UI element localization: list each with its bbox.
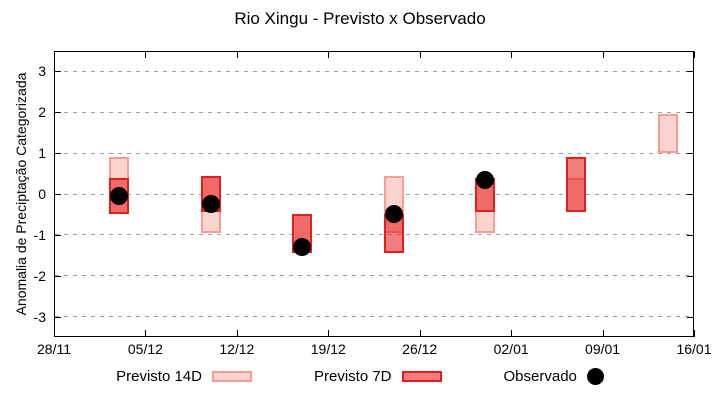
gridline [55, 234, 693, 236]
x-axis-tick [419, 330, 421, 337]
gridline [55, 316, 693, 318]
legend-item-previsto-14d: Previsto 14D [116, 368, 252, 385]
x-tick-label: 19/12 [310, 341, 346, 357]
y-tick-label: -3 [33, 308, 46, 325]
y-axis-tick [687, 194, 694, 195]
observed-dot [293, 238, 312, 257]
y-axis-tick [687, 71, 694, 73]
y-tick-label: 0 [38, 186, 46, 202]
y-axis-tick [54, 194, 61, 195]
x-axis-tick [602, 51, 604, 58]
observed-dot [110, 187, 129, 206]
y-axis-tick [54, 234, 61, 236]
x-axis-tick [54, 51, 55, 58]
x-axis-tick [602, 330, 604, 337]
y-axis-tick [54, 275, 61, 277]
chart-title: Rio Xingu - Previsto x Observado [234, 9, 486, 28]
forecast-7d-bar [566, 157, 587, 213]
observed-dot [476, 170, 495, 189]
x-tick-label: 05/12 [127, 341, 163, 357]
legend-dot-observado-icon [586, 368, 604, 385]
x-axis-tick [694, 51, 695, 58]
x-axis-tick [328, 330, 330, 337]
x-axis-tick [236, 51, 238, 58]
x-axis-tick [511, 51, 513, 58]
gridline [55, 70, 693, 72]
x-axis-tick [328, 51, 330, 58]
x-axis-tick [145, 330, 147, 337]
y-axis-tick [687, 275, 694, 277]
x-tick-label: 28/11 [37, 341, 71, 357]
y-axis-tick [687, 234, 694, 236]
y-axis-tick [687, 316, 694, 318]
gridline [55, 193, 693, 195]
gridline [55, 111, 693, 113]
x-tick-label: 12/12 [219, 341, 255, 357]
legend-label-previsto-14d: Previsto 14D [116, 368, 202, 385]
gridline [55, 275, 693, 277]
x-tick-label: 16/01 [676, 341, 712, 357]
observed-dot [201, 195, 220, 214]
legend-swatch-previsto-14d [211, 371, 252, 382]
y-axis-tick [54, 316, 61, 318]
y-tick-label: -1 [33, 226, 46, 243]
legend-label-previsto-7d: Previsto 7D [313, 368, 392, 385]
y-axis-tick [687, 112, 694, 114]
y-axis-tick [54, 71, 61, 73]
x-axis-tick [694, 330, 695, 337]
x-tick-label: 02/01 [493, 341, 529, 357]
legend-item-observado: Observado [504, 368, 604, 385]
forecast-14d-bar [657, 114, 678, 154]
gridline [55, 152, 693, 154]
x-axis-tick [54, 330, 55, 337]
legend-swatch-previsto-7d [401, 371, 442, 382]
y-axis-tick [687, 153, 694, 155]
x-axis-tick [419, 51, 421, 58]
observed-dot [384, 205, 403, 224]
x-axis-tick [236, 330, 238, 337]
y-tick-label: 2 [38, 104, 46, 121]
y-tick-label: 3 [38, 63, 46, 80]
x-axis-tick [145, 51, 147, 58]
y-tick-label: -2 [33, 267, 46, 284]
y-axis-tick [54, 112, 61, 114]
plot-area: 3 2 1 0 -1 -2 -3 28/11 05/12 12/12 19/12 26/12 02/01… [34, 51, 712, 357]
legend: Previsto 14D Previsto 7D Observado [0, 368, 720, 385]
legend-item-previsto-7d: Previsto 7D [314, 368, 442, 385]
legend-label-observado: Observado [503, 368, 577, 385]
y-axis-tick [54, 153, 61, 155]
x-axis-tick [511, 330, 513, 337]
y-tick-label: 1 [38, 145, 46, 162]
x-tick-label: 26/12 [402, 341, 438, 357]
x-tick-label: 09/01 [585, 341, 621, 357]
